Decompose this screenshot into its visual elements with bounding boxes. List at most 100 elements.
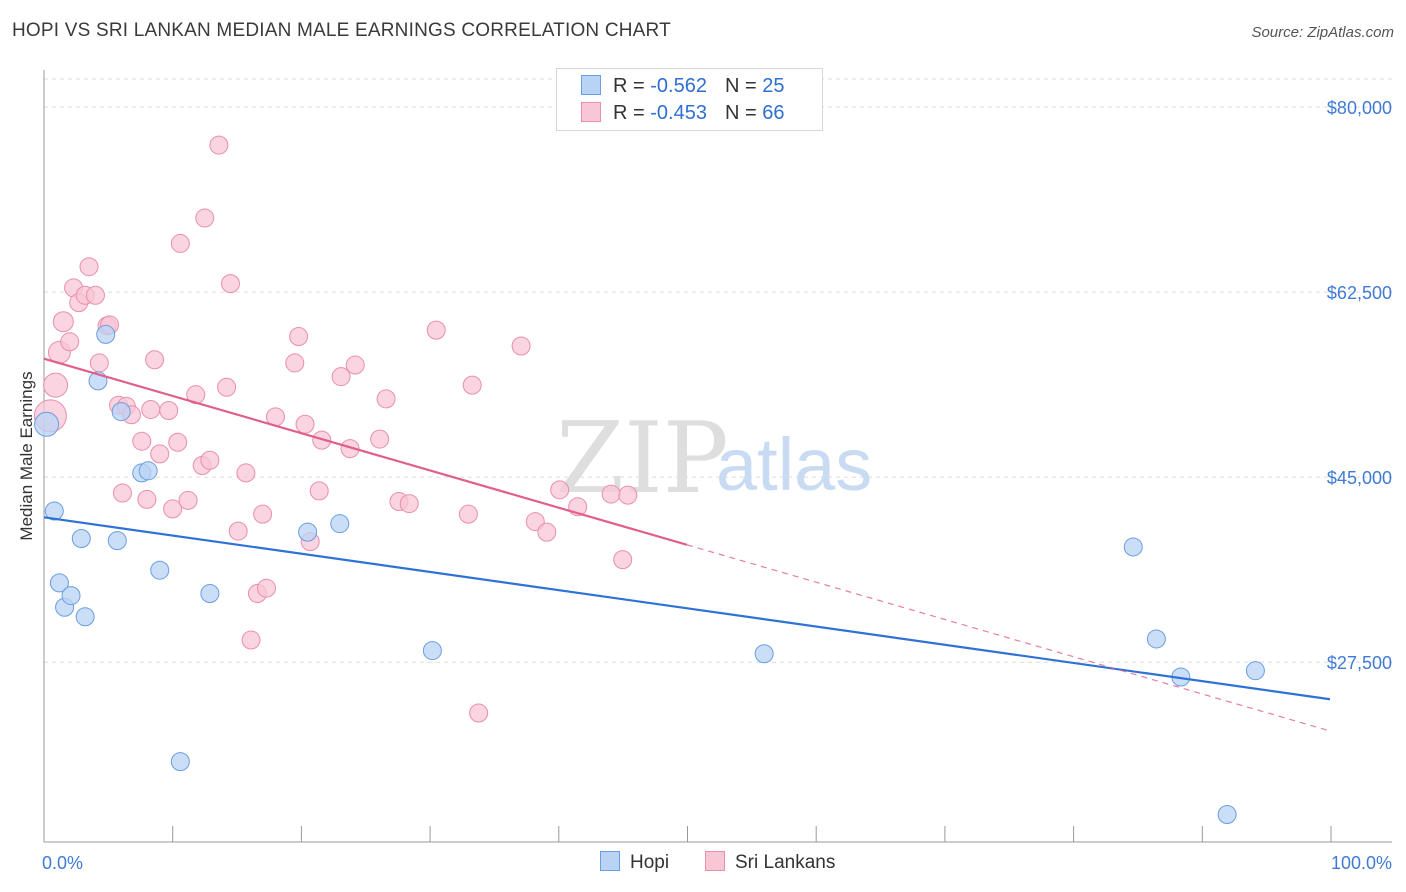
sri-point [601,484,621,504]
sri-point [220,274,240,294]
watermark-zip: ZIP [556,402,729,516]
axes [43,70,1392,843]
sri-point [217,377,237,397]
hopi-point [75,607,95,627]
hopi-point [138,461,158,481]
legend-n-label: N = [724,102,763,124]
hopi-point [49,573,69,593]
sri-trend-extension [686,544,1331,732]
hopi-point [200,583,220,603]
hopi-point [298,522,318,542]
sri-point [178,490,198,510]
sri-point [331,367,351,387]
watermark-atlas: atlas [716,423,872,506]
sri-point [345,355,365,375]
sri-point [228,521,248,541]
sri-point [289,326,309,346]
legend-n-value: 66 [762,102,785,124]
hopi-point [1245,661,1265,681]
chart-title: HOPI VS SRI LANKAN MEDIAN MALE EARNINGS … [12,20,671,41]
hopi-point [44,501,64,521]
y-tick-label: $80,000 [1327,98,1392,118]
sri-point [150,444,170,464]
x-tick-label: 100.0% [1331,853,1392,873]
y-tick-label: $45,000 [1327,468,1392,488]
y-tick-label: $27,500 [1327,653,1392,673]
x-tick-label: 0.0% [42,853,83,873]
hopi-point [1217,805,1237,825]
sri-point [159,401,179,421]
hopi-point [107,531,127,551]
hopi-point [111,402,131,422]
sri-point [145,350,165,370]
sri-point [376,389,396,409]
sri-point [613,550,633,570]
sri-point [132,431,152,451]
legend-r-value: -0.453 [650,102,707,124]
legend-item-sri: Sri Lankans [705,851,835,874]
y-axis-label: Median Male Earnings [17,371,36,540]
legend-row-hopi: R = -0.562 N = 25 [581,75,784,101]
correlation-legend: R = -0.562 N = 25 R = -0.453 N = 66 [556,68,823,131]
hopi-point [71,528,91,548]
sri-point [170,233,190,253]
sri-point [295,414,315,434]
sri-point [112,483,132,503]
sri-point [253,504,273,524]
sri-point [60,332,80,352]
sri-point [85,285,105,305]
sri-point [399,494,419,514]
hopi-swatch-icon [600,851,620,871]
hopi-point [422,641,442,661]
sri-point [309,481,329,501]
sri-point [462,375,482,395]
sri-point [137,489,157,509]
sri-point [163,499,183,519]
sri-point [209,135,229,155]
sri-point [469,703,489,723]
legend-r-label: R = [613,102,651,124]
watermark: ZIP atlas [556,402,872,516]
sri-point [79,257,99,277]
source-label: Source: ZipAtlas.com [1251,24,1394,41]
legend-hopi-label: Hopi [630,852,670,873]
sri-swatch-icon [581,102,601,122]
hopi-point [170,752,190,772]
sri-point [89,353,109,373]
hopi-trend-line [43,516,1331,701]
sri-point [458,504,478,524]
legend-row-sri: R = -0.453 N = 66 [581,102,784,128]
legend-n-label: N = [724,75,763,97]
sri-point [236,463,256,483]
y-tick-label: $62,500 [1327,283,1392,303]
sri-point [195,208,215,228]
sri-point [340,439,360,459]
legend-n-value: 25 [762,75,785,97]
hopi-point [1146,629,1166,649]
sri-trend-line [43,357,688,546]
sri-point [43,372,69,398]
series-legend: Hopi Sri Lankans [0,851,1406,879]
sri-point [511,336,531,356]
data-points [33,135,1265,825]
hopi-point [330,514,350,534]
hopi-point [61,586,81,606]
sri-point [370,429,390,449]
hopi-point [150,560,170,580]
sri-point [550,480,570,500]
sri-point [256,578,276,598]
sri-point [426,320,446,340]
hopi-point [34,411,60,437]
hopi-point [1123,537,1143,557]
sri-point [618,485,638,505]
sri-point [537,522,557,542]
tick-labels: $27,500 $45,000 $62,500 $80,000 0.0% 100.0% [42,98,1392,873]
legend-sri-label: Sri Lankans [735,852,836,873]
grid-lines [44,78,1392,663]
sri-point [241,630,261,650]
sri-point [285,353,305,373]
legend-item-hopi: Hopi [600,851,669,874]
hopi-point [96,324,116,344]
sri-point [168,432,188,452]
